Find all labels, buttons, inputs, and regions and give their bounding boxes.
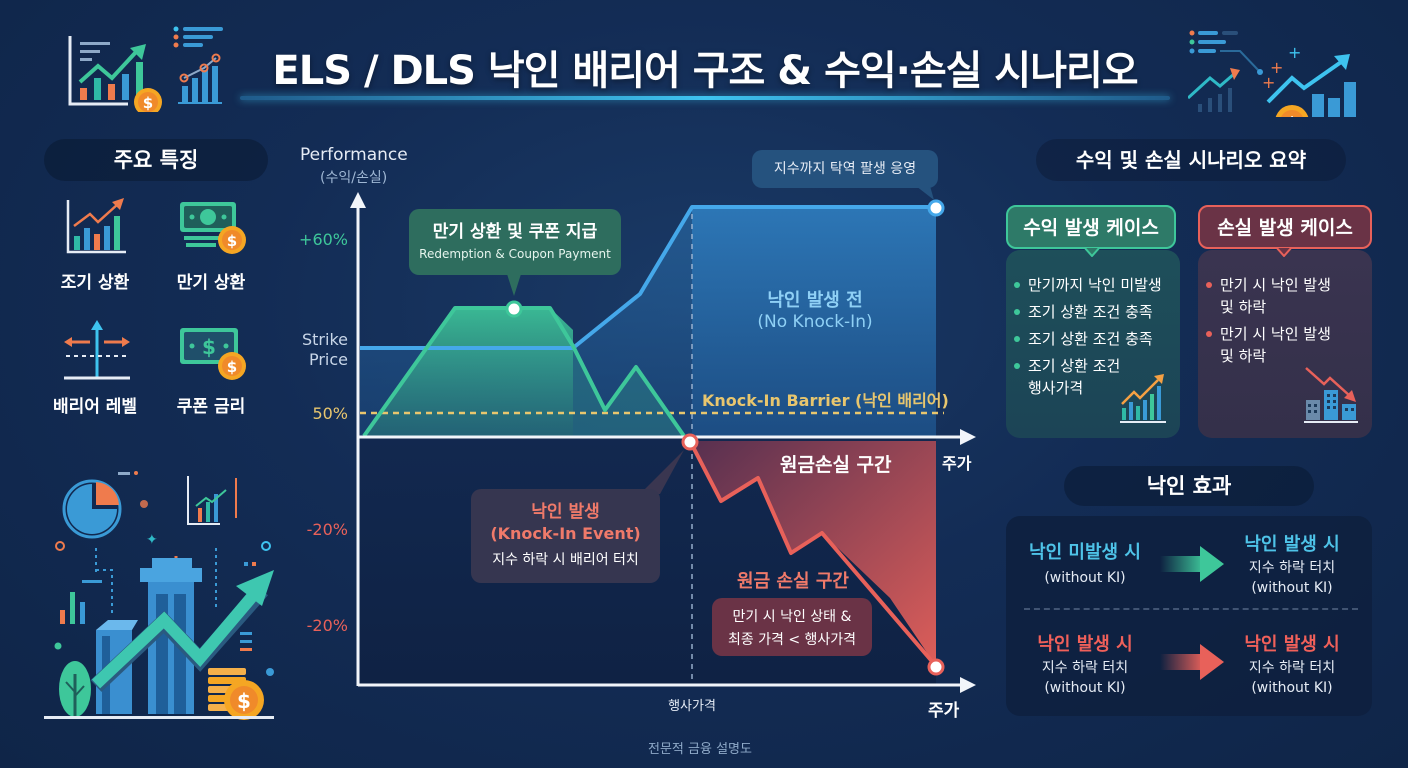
feature-label: 쿠폰 금리 bbox=[176, 397, 246, 417]
city-growth-illustration: ✦ bbox=[40, 464, 280, 724]
loss-section-desc-line1: 만기 시 낙인 상태 & bbox=[732, 609, 852, 625]
loss-item: 만기 시 낙인 발생 및 하락 bbox=[1206, 323, 1372, 367]
effect-row1-left-title: 낙인 미발생 시 bbox=[1029, 542, 1141, 563]
title-underline bbox=[240, 96, 1170, 100]
zone-no-ki-title: 낙인 발생 전 bbox=[767, 290, 863, 311]
arrow-right-red-icon bbox=[1160, 644, 1224, 680]
callout-ki-event: 낙인 발생 (Knock-In Event) 지수 하락 시 배리어 터치 bbox=[471, 489, 660, 583]
ki-effect-card: 낙인 미발생 시 (without KI) 낙인 발생 시 지수 하락 터치 (… bbox=[1006, 516, 1372, 716]
y-tick-strike-line2: Price bbox=[308, 350, 348, 369]
y-tick-strike-line1: Strike bbox=[302, 330, 348, 349]
effect-row2-right: 낙인 발생 시 지수 하락 터치 (without KI) bbox=[1224, 630, 1360, 698]
feature-early-redemption: 조기 상환 bbox=[40, 196, 150, 296]
feature-barrier-level: 배리어 레벨 bbox=[40, 318, 150, 418]
effect-row1-right: 낙인 발생 시 지수 하락 터치 (without KI) bbox=[1224, 530, 1360, 598]
y-axis-title: Performance bbox=[300, 145, 408, 165]
effect-row1-right-sub2: (without KI) bbox=[1251, 580, 1333, 596]
effect-row1-right-title: 낙인 발생 시 bbox=[1244, 534, 1340, 555]
svg-text:$: $ bbox=[202, 335, 216, 359]
bar-chart-uptrend-icon bbox=[66, 198, 126, 254]
svg-text:+: + bbox=[1270, 58, 1283, 77]
profit-item: 조기 상환 조건 충족 bbox=[1014, 328, 1180, 350]
effect-row2-left-title: 낙인 발생 시 bbox=[1037, 634, 1133, 655]
effect-row2-left-sub1: 지수 하락 터치 bbox=[1041, 660, 1129, 676]
scenario-summary-heading: 수익 및 손실 시나리오 요약 bbox=[1036, 139, 1346, 181]
zone-no-ki-subtitle: (No Knock-In) bbox=[757, 312, 873, 332]
header-icon-left: $ bbox=[66, 22, 246, 116]
feature-coupon-rate: $ $ 쿠폰 금리 bbox=[156, 318, 266, 418]
cash-coin-icon: $ bbox=[180, 202, 246, 254]
svg-text:$: $ bbox=[1286, 114, 1298, 117]
city-growth-icon: ✦ bbox=[44, 471, 274, 720]
profit-growth-icon bbox=[1120, 374, 1166, 423]
loss-decline-icon bbox=[1304, 367, 1358, 423]
callout-top-text: 지수까지 탁역 팔생 응영 bbox=[773, 161, 917, 177]
profit-case-title: 수익 발생 케이스 bbox=[1006, 205, 1176, 249]
effect-row2-right-title: 낙인 발생 시 bbox=[1244, 634, 1340, 655]
feature-label: 배리어 레벨 bbox=[52, 397, 138, 417]
x-axis-strike-label: 행사가격 bbox=[668, 699, 716, 714]
barrier-level-icon bbox=[64, 320, 130, 380]
y-tick-plus60: +60% bbox=[299, 230, 348, 249]
y-tick-50: 50% bbox=[312, 404, 348, 423]
ki-effect-heading: 낙인 효과 bbox=[1064, 466, 1314, 506]
loss-section-box: 만기 시 낙인 상태 & 최종 가격 < 행사가격 bbox=[712, 598, 872, 656]
effect-row1-left: 낙인 미발생 시 (without KI) bbox=[1020, 538, 1150, 588]
effect-row1-left-sub: (without KI) bbox=[1044, 570, 1126, 586]
svg-text:$: $ bbox=[227, 232, 237, 250]
profit-item: 조기 상환 조건 행사가격 bbox=[1014, 355, 1180, 399]
effect-row2-right-sub2: (without KI) bbox=[1251, 680, 1333, 696]
loss-case-list: 만기 시 낙인 발생 및 하락 만기 시 낙인 발생 및 하락 bbox=[1206, 274, 1372, 372]
effect-row2-right-sub1: 지수 하락 터치 bbox=[1248, 660, 1336, 676]
y-tick-minus20-b: -20% bbox=[306, 616, 348, 635]
features-heading: 주요 특징 bbox=[44, 139, 268, 181]
loss-case-title: 손실 발생 케이스 bbox=[1198, 205, 1372, 249]
ki-event-title: 낙인 발생 bbox=[531, 502, 600, 522]
page-title: ELS / DLS 낙인 배리어 구조 & 수익·손실 시나리오 bbox=[272, 48, 1138, 94]
ki-event-desc: 지수 하락 시 배리어 터치 bbox=[492, 552, 639, 568]
profit-pointer bbox=[1084, 247, 1100, 257]
y-axis-subtitle: (수익/손실) bbox=[320, 170, 388, 186]
loss-section-desc-line2: 최종 가격 < 행사가격 bbox=[727, 632, 857, 648]
feature-label: 조기 상환 bbox=[60, 273, 130, 293]
callout-redemption-subtitle: Redemption & Coupon Payment bbox=[419, 247, 611, 261]
header-icon-right: + + + $ bbox=[1186, 22, 1368, 139]
svg-text:+: + bbox=[1288, 43, 1301, 62]
loss-section-title: 원금 손실 구간 bbox=[737, 571, 849, 592]
x-axis-label-lower: 주가 bbox=[928, 701, 960, 721]
svg-text:+: + bbox=[1262, 73, 1275, 92]
footer-note: 전문적 금융 설명도 bbox=[648, 742, 752, 757]
profit-case-list: 만기까지 낙인 미발생 조기 상환 조건 충족 조기 상환 조건 충족 조기 상… bbox=[1014, 274, 1180, 404]
svg-text:✦: ✦ bbox=[146, 532, 158, 548]
loss-item: 만기 시 낙인 발생 및 하락 bbox=[1206, 274, 1372, 318]
loss-zone-label: 원금손실 구간 bbox=[780, 454, 892, 476]
svg-text:$: $ bbox=[143, 94, 153, 112]
growth-arrow-coin-icon: + + + $ bbox=[1186, 30, 1360, 139]
effect-row2-left-sub2: (without KI) bbox=[1044, 680, 1126, 696]
effect-row1-right-sub1: 지수 하락 터치 bbox=[1248, 560, 1336, 576]
dollar-bill-coin-icon: $ $ bbox=[180, 328, 246, 380]
callout-redemption-title: 만기 상환 및 쿠폰 지급 bbox=[432, 222, 598, 242]
loss-pointer bbox=[1276, 247, 1292, 257]
ki-event-subtitle: (Knock-In Event) bbox=[490, 524, 641, 543]
profit-item: 만기까지 낙인 미발생 bbox=[1014, 274, 1180, 296]
barrier-label: Knock-In Barrier (낙인 배리어) bbox=[702, 391, 949, 410]
effect-divider bbox=[1024, 608, 1358, 610]
arrow-right-green-icon bbox=[1160, 546, 1224, 582]
loss-case-card: 만기 시 낙인 발생 및 하락 만기 시 낙인 발생 및 하락 bbox=[1198, 250, 1372, 438]
chart-growth-icon: $ bbox=[68, 26, 223, 116]
callout-redemption: 만기 상환 및 쿠폰 지급 Redemption & Coupon Paymen… bbox=[409, 209, 621, 275]
feature-label: 만기 상환 bbox=[176, 273, 246, 293]
x-axis-label-upper: 주가 bbox=[942, 454, 972, 473]
profit-item: 조기 상환 조건 충족 bbox=[1014, 301, 1180, 323]
callout-top: 지수까지 탁역 팔생 응영 bbox=[752, 150, 938, 188]
profit-case-card: 만기까지 낙인 미발생 조기 상환 조건 충족 조기 상환 조건 충족 조기 상… bbox=[1006, 250, 1180, 438]
y-tick-minus20-a: -20% bbox=[306, 520, 348, 539]
effect-row2-left: 낙인 발생 시 지수 하락 터치 (without KI) bbox=[1020, 630, 1150, 698]
svg-text:$: $ bbox=[227, 358, 237, 376]
svg-text:$: $ bbox=[237, 689, 251, 713]
feature-maturity-redemption: $ 만기 상환 bbox=[156, 196, 266, 296]
